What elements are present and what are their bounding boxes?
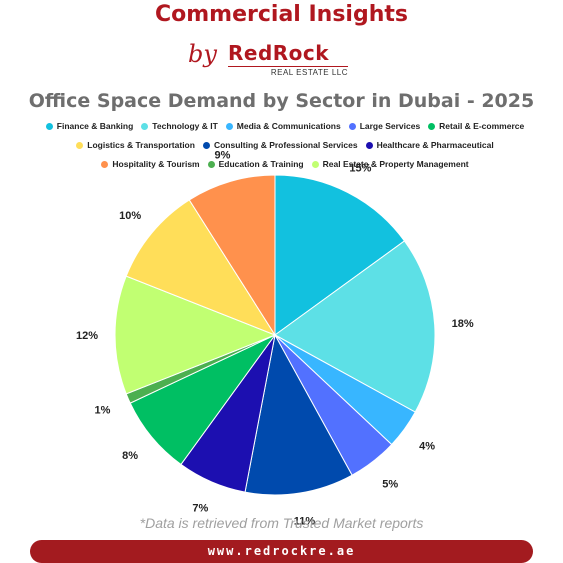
chart-title: Office Space Demand by Sector in Dubai -… [28, 90, 535, 112]
legend-swatch [348, 122, 356, 130]
legend-swatch [101, 160, 109, 168]
legend-label: Large Services [359, 121, 421, 131]
legend-item: Logistics & Transportation [76, 137, 195, 153]
pie-slice [244, 333, 353, 496]
pie-slice [188, 174, 276, 337]
company-logo: RedRock REAL ESTATE LLC [228, 42, 348, 78]
legend-swatch [365, 141, 373, 149]
legend-item: Consulting & Professional Services [202, 137, 358, 153]
legend-item: Real Estate & Property Management [311, 156, 469, 172]
legend-item: Technology & IT [141, 118, 218, 134]
chart-legend: Finance & Banking Technology & IT Media & … [25, 118, 545, 172]
legend-swatch [141, 122, 149, 130]
legend-label: Real Estate & Property Management [322, 159, 469, 169]
legend-label: Consulting & Professional Services [213, 140, 358, 150]
legend-label: Finance & Banking [56, 121, 134, 131]
slice-percent-label: 1% [95, 405, 111, 417]
logo-sub-text: REAL ESTATE LLC [228, 66, 348, 77]
header-title: Commercial Insights [154, 2, 408, 27]
legend-swatch [45, 122, 53, 130]
legend-item: Retail & E-commerce [428, 118, 524, 134]
legend-swatch [202, 141, 210, 149]
legend-label: Healthcare & Pharmaceutical [376, 140, 494, 150]
slice-percent-label: 7% [192, 503, 208, 515]
legend-item: Education & Training [207, 156, 304, 172]
legend-label: Hospitality & Tourism [112, 159, 200, 169]
legend-item: Finance & Banking [45, 118, 134, 134]
slice-percent-label: 9% [215, 150, 231, 162]
legend-item: Media & Communications [225, 118, 341, 134]
legend-swatch [311, 160, 319, 168]
slice-percent-label: 10% [119, 210, 141, 222]
legend-swatch [76, 141, 84, 149]
legend-label: Retail & E-commerce [439, 121, 525, 131]
legend-swatch [225, 122, 233, 130]
slice-percent-label: 15% [349, 163, 371, 175]
slice-percent-label: 11% [294, 516, 316, 528]
slice-percent-label: 12% [76, 330, 98, 342]
slice-percent-label: 4% [419, 441, 435, 453]
legend-label: Media & Communications [236, 121, 341, 131]
footnote: *Data is retrieved from Trusted Market r… [139, 515, 424, 531]
pie-slice [274, 240, 436, 413]
logo-main-text: RedRock [228, 41, 330, 65]
by-text: by [188, 40, 217, 68]
legend-swatch [428, 122, 436, 130]
legend-item: Hospitality & Tourism [101, 156, 200, 172]
pie-slice [114, 275, 277, 395]
website-link[interactable]: www.redrockre.ae [30, 540, 533, 563]
legend-item: Healthcare & Pharmaceutical [365, 137, 494, 153]
pie-slice [125, 199, 277, 337]
legend-label: Technology & IT [152, 121, 218, 131]
legend-label: Education & Training [218, 159, 304, 169]
pie-slice [274, 174, 406, 336]
slice-percent-label: 18% [452, 318, 474, 330]
legend-swatch [207, 160, 215, 168]
legend-label: Logistics & Transportation [87, 140, 195, 150]
legend-item: Large Services [348, 118, 421, 134]
slice-percent-label: 5% [382, 479, 398, 491]
slice-percent-label: 8% [122, 450, 138, 462]
